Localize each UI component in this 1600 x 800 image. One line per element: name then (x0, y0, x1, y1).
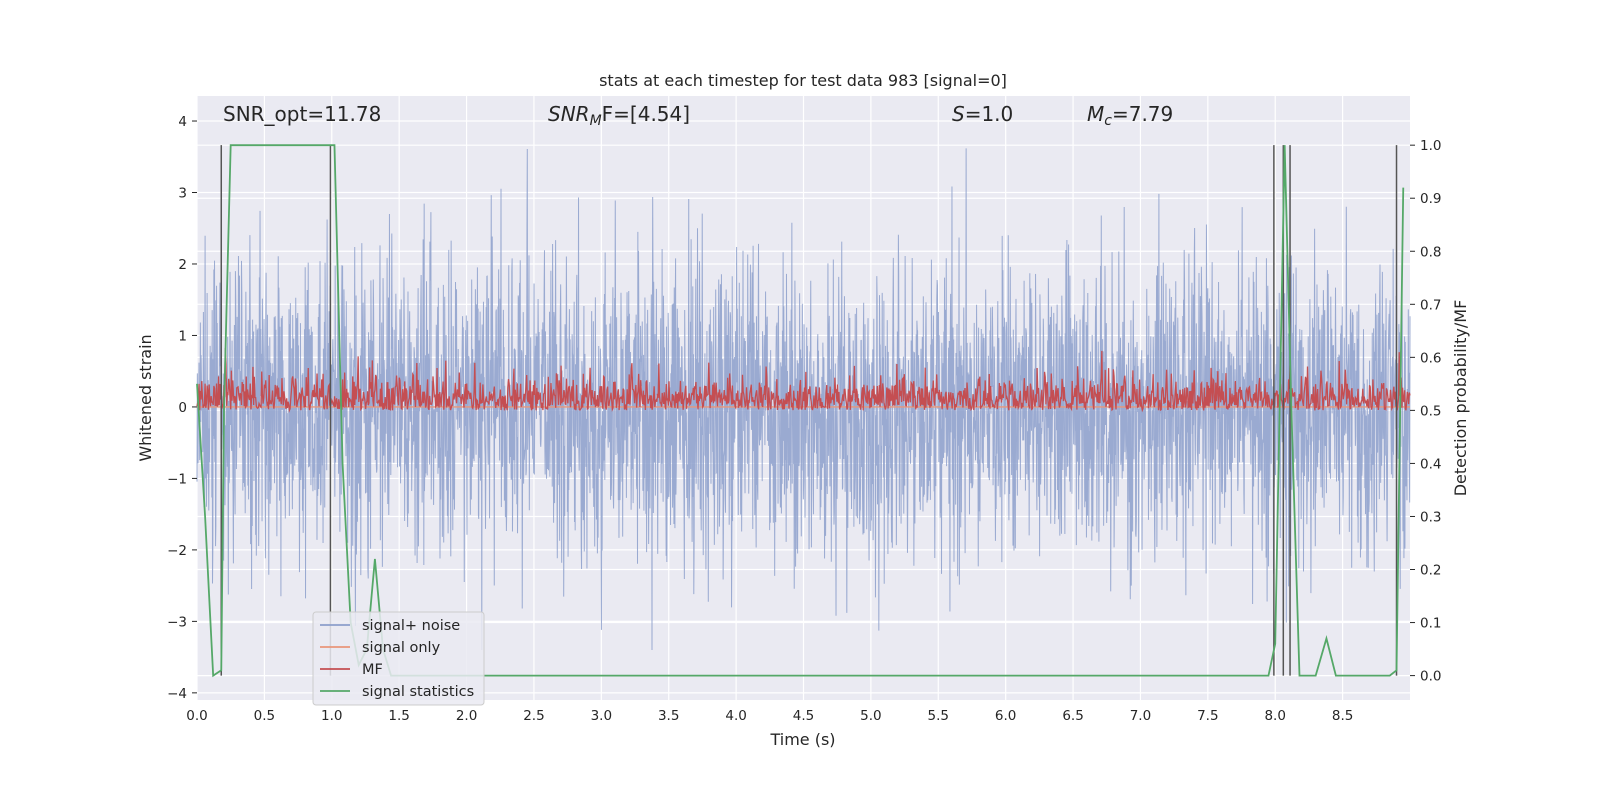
y2-axis-label: Detection probability/MF (1451, 300, 1470, 497)
annotation-snr-mf: SNRMF=[4.54] (548, 102, 690, 129)
y-tick-label: 3 (178, 185, 187, 201)
legend: signal+ noise signal only MF signal stat… (312, 611, 485, 706)
x-tick-label: 0.5 (254, 708, 275, 724)
legend-label-signal-statistics: signal statistics (362, 684, 474, 700)
y-tick-label: 4 (178, 114, 187, 130)
y2-tick-label: 0.6 (1420, 350, 1441, 366)
annotation-mc: Mc=7.79 (1087, 102, 1173, 129)
series-signal-statistics (196, 144, 1405, 678)
y2-axis-ticks: 0.0 0.1 0.2 0.3 0.4 0.5 0.6 0.7 0.8 0.9 1.0 (1410, 138, 1441, 685)
y2-tick-label: 0.3 (1420, 509, 1441, 525)
x-tick-label: 7.5 (1197, 708, 1218, 724)
y-tick-label: −1 (167, 471, 187, 487)
y2-tick-label: 0.0 (1420, 669, 1441, 685)
x-tick-label: 3.0 (591, 708, 612, 724)
x-axis-label: Time (s) (769, 730, 835, 749)
y-tick-label: 0 (178, 400, 187, 416)
y-axis-label: Whitened strain (136, 334, 155, 461)
series-mf (196, 348, 1411, 413)
legend-label-signal-noise: signal+ noise (362, 618, 460, 634)
y2-tick-label: 0.8 (1420, 244, 1441, 260)
x-tick-label: 2.0 (456, 708, 477, 724)
y2-tick-label: 0.1 (1420, 616, 1441, 632)
x-axis-ticks: 0.0 0.5 1.0 1.5 2.0 2.5 3.0 3.5 4.0 4.5 5.0 5.5 6.0 6… (186, 708, 1353, 724)
y2-tick-label: 0.7 (1420, 297, 1441, 313)
y-tick-label: 1 (178, 328, 187, 344)
y2-tick-label: 0.5 (1420, 403, 1441, 419)
x-tick-label: 0.0 (186, 708, 207, 724)
x-tick-label: 4.0 (725, 708, 746, 724)
x-tick-label: 6.5 (1062, 708, 1083, 724)
x-tick-label: 5.5 (928, 708, 949, 724)
legend-box (312, 611, 485, 706)
x-tick-label: 2.5 (523, 708, 544, 724)
x-tick-label: 1.5 (388, 708, 409, 724)
y2-tick-label: 0.4 (1420, 456, 1441, 472)
annotation-snr-opt: SNR_opt=11.78 (223, 102, 381, 126)
y-tick-label: −4 (167, 686, 187, 702)
y-tick-label: −3 (167, 614, 187, 630)
legend-label-signal-only: signal only (362, 640, 441, 656)
y-tick-label: −2 (167, 543, 187, 559)
y-axis-ticks: −4 −3 −2 −1 0 1 2 3 4 (167, 114, 197, 702)
x-tick-label: 5.0 (860, 708, 881, 724)
y2-tick-label: 1.0 (1420, 138, 1441, 154)
chart-title: stats at each timestep for test data 983… (599, 71, 1007, 90)
x-tick-label: 8.5 (1332, 708, 1353, 724)
annotation-s: S=1.0 (952, 102, 1013, 126)
series-layer (196, 144, 1411, 678)
y2-tick-label: 0.2 (1420, 563, 1441, 579)
y2-tick-label: 0.9 (1420, 191, 1441, 207)
x-tick-label: 4.5 (793, 708, 814, 724)
y-tick-label: 2 (178, 257, 187, 273)
x-tick-label: 8.0 (1264, 708, 1285, 724)
x-tick-label: 3.5 (658, 708, 679, 724)
x-tick-label: 6.0 (995, 708, 1016, 724)
x-tick-label: 7.0 (1130, 708, 1151, 724)
x-tick-label: 1.0 (321, 708, 342, 724)
legend-label-mf: MF (362, 662, 383, 678)
